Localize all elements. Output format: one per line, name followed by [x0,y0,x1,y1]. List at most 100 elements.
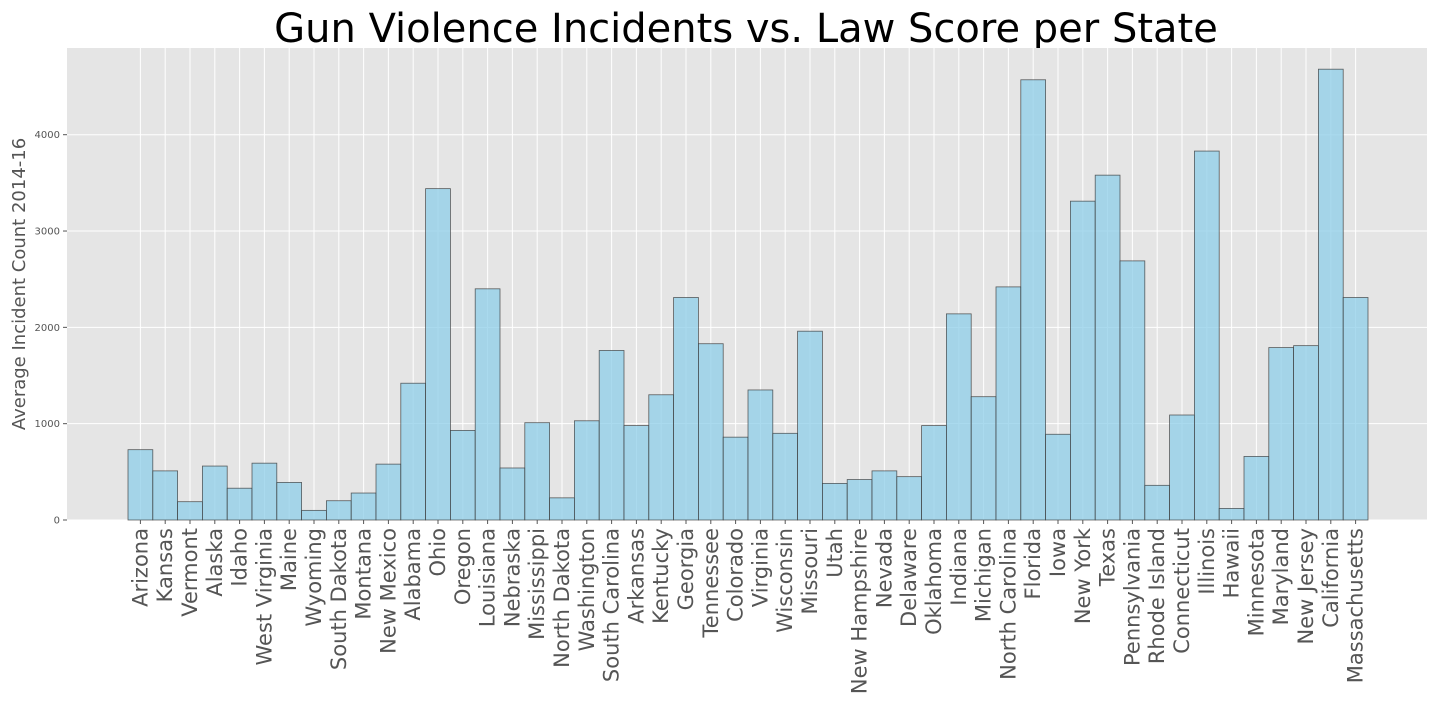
x-tick-label: Louisiana [476,528,500,627]
x-tick-label: Alaska [203,528,227,597]
bar [822,482,848,521]
bar [648,394,674,521]
x-tick-label: Missouri [798,528,822,614]
x-tick-label: California [1319,528,1343,628]
bar [1243,456,1270,521]
bar [226,487,253,521]
x-tick-label: Iowa [1046,528,1070,577]
x-tick-label: Kansas [153,528,177,602]
bar [921,425,947,521]
bar [1293,345,1319,521]
bar [995,286,1022,521]
x-tick-label: Hawaii [1220,528,1244,598]
bar [1169,414,1195,521]
bar [698,343,724,521]
x-tick-label: New Mexico [376,528,400,654]
x-tick-label: South Carolina [600,528,624,682]
x-tick-label: Pennsylvania [1120,528,1144,666]
y-tick-label: 1000 [35,419,60,430]
x-tick-label: Wisconsin [773,528,797,633]
bar [772,432,798,521]
x-tick-label: Maine [277,528,301,591]
x-tick-label: Massachusetts [1344,528,1368,683]
x-tick-label: Vermont [178,528,202,617]
bar [201,465,228,521]
x-tick-label: Montana [352,528,376,620]
x-tick-label: New York [1071,527,1095,624]
x-tick-label: Michigan [972,528,996,622]
bar [1194,150,1220,521]
x-tick-label: Nevada [872,528,896,608]
bar [325,500,352,521]
bar [1119,260,1146,521]
bar [970,396,997,521]
bar [400,382,426,521]
y-axis: 0 1000 2000 3000 4000 [35,130,67,527]
x-tick-label: Texas [1096,528,1120,587]
bar [524,422,550,521]
x-tick-label: South Dakota [327,528,351,670]
y-axis-label: Average Incident Count 2014-16 [9,138,30,430]
x-tick-label: Minnesota [1244,528,1268,636]
x-tick-label: Washington [575,528,599,651]
y-tick-label: 2000 [35,323,60,334]
x-tick-label: New Hampshire [848,528,872,694]
x-tick-label: Rhode Island [1145,528,1169,664]
x-tick-label: Connecticut [1170,528,1194,654]
chart-title: Gun Violence Incidents vs. Law Score per… [274,6,1218,52]
bar [251,462,278,521]
x-tick-label: Kentucky [649,528,673,624]
bar [1268,347,1295,521]
bar [1094,174,1121,521]
x-tick-label: New Jersey [1294,528,1318,645]
bar [1144,484,1171,521]
x-tick-label: Idaho [228,528,252,587]
y-tick-label: 4000 [35,130,60,141]
bar [549,497,575,521]
x-tick-label: Mississippi [525,528,549,640]
x-tick-label: Illinois [1195,528,1219,595]
x-tick-label: Maryland [1269,528,1293,625]
bar [425,188,451,521]
x-tick-label: West Virginia [252,528,276,665]
x-tick-label: Wyoming [302,528,326,627]
bar [1218,508,1245,521]
x-tick-label: Arkansas [624,528,648,624]
bar [1070,200,1096,521]
bar [623,425,650,521]
x-tick-label: Ohio [426,528,450,577]
bar [846,479,873,521]
x-tick-label: North Carolina [996,528,1020,680]
bar [673,297,699,521]
x-tick-label: Tennessee [699,528,723,638]
x-tick-label: Florida [1021,528,1045,599]
bar [177,501,203,521]
x-tick-label: Utah [823,528,847,578]
bar [1318,68,1344,521]
bar [152,470,179,521]
bar [946,313,972,521]
bar [1020,79,1046,521]
x-tick-label: Alabama [401,528,425,621]
bar [276,482,302,521]
x-tick-label: North Dakota [550,528,574,668]
bar [1342,297,1369,521]
x-tick-label: Oregon [451,528,475,605]
bar [598,350,625,521]
x-tick-label: Indiana [947,528,971,606]
bar [1045,433,1071,521]
x-tick-label: Georgia [674,528,698,610]
bar [474,288,501,521]
bar [449,430,476,521]
bar [350,492,377,521]
x-tick-label: Oklahoma [922,528,946,635]
x-axis: Arizona Kansas Vermont Alaska Idaho West Virg… [128,520,1368,694]
bar [127,449,154,521]
bar [574,420,600,521]
bar [375,463,402,521]
bar [722,436,749,521]
bar [301,509,327,521]
y-tick-label: 0 [54,516,60,527]
bar [871,470,898,521]
